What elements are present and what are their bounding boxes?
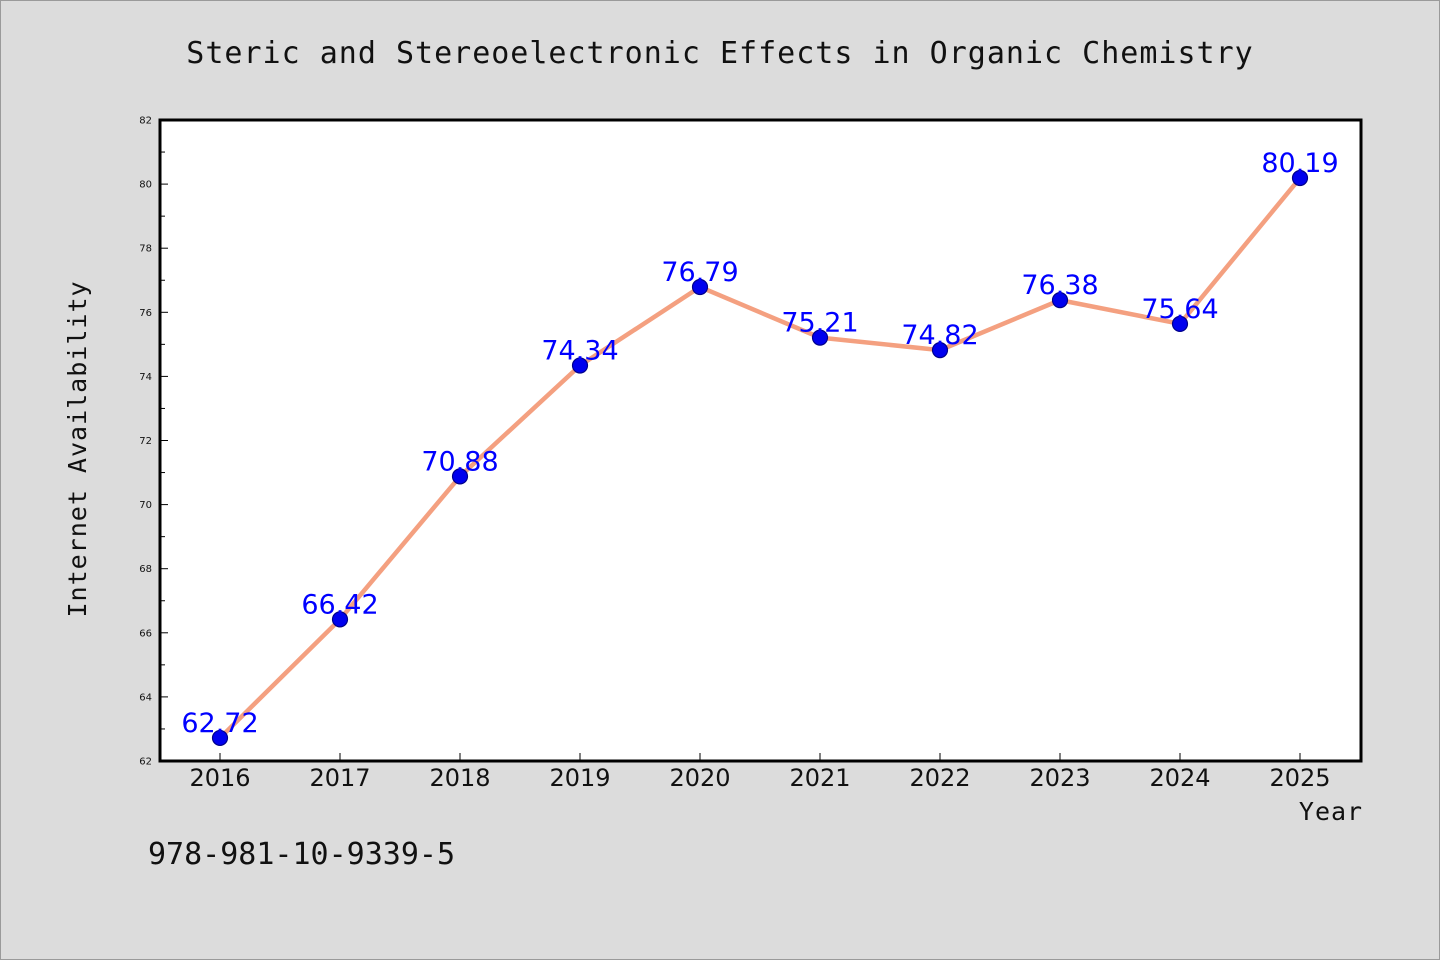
data-point xyxy=(691,278,709,296)
data-point xyxy=(931,342,949,359)
y-tick-label: 74 xyxy=(139,372,152,383)
y-tick-label: 76 xyxy=(139,308,152,319)
x-tick-label: 2023 xyxy=(1029,764,1090,792)
y-axis: 62 64 66 68 70 72 74 76 78 80 82 xyxy=(139,116,168,768)
x-tick-label: 2020 xyxy=(669,764,730,792)
y-axis-label: Internet Availability xyxy=(63,280,92,617)
data-labels-group: 62.72 66.42 70.88 74.34 76.79 75.21 74.82 76.38… xyxy=(181,148,1338,739)
data-point xyxy=(571,357,589,374)
y-tick-label: 68 xyxy=(139,564,152,575)
y-tick-label: 78 xyxy=(139,244,152,255)
data-label: 76.38 xyxy=(1021,270,1098,301)
x-tick-label: 2021 xyxy=(789,764,850,792)
data-point xyxy=(451,468,469,485)
data-point xyxy=(331,611,349,628)
y-tick-label: 64 xyxy=(139,692,152,703)
y-tick-label: 72 xyxy=(139,436,152,447)
series-line xyxy=(217,175,1303,741)
x-axis: 2016 2017 2018 2019 2020 2021 2022 2023 2024 2025 xyxy=(189,753,1331,792)
data-label: 66.42 xyxy=(301,589,378,620)
x-tick-label: 2025 xyxy=(1269,764,1330,792)
data-point xyxy=(1291,169,1309,187)
x-tick-label: 2022 xyxy=(909,764,970,792)
data-point xyxy=(1051,292,1069,309)
y-tick-label: 66 xyxy=(139,628,152,639)
y-tick-label: 80 xyxy=(139,180,152,191)
plot-area xyxy=(158,118,1363,763)
x-tick-label: 2018 xyxy=(429,764,490,792)
y-tick-label: 70 xyxy=(139,500,152,511)
x-tick-label: 2016 xyxy=(189,764,250,792)
y-tick-label: 62 xyxy=(139,757,152,768)
data-point xyxy=(1171,315,1189,332)
data-label: 70.88 xyxy=(421,446,498,477)
data-label: 74.34 xyxy=(541,336,618,367)
data-label: 80.19 xyxy=(1261,148,1338,179)
data-label: 76.79 xyxy=(661,257,738,288)
x-tick-label: 2017 xyxy=(309,764,370,792)
x-tick-label: 2019 xyxy=(549,764,610,792)
data-label: 62.72 xyxy=(181,708,258,739)
data-point xyxy=(211,729,229,747)
data-label: 75.64 xyxy=(1141,294,1218,325)
series-line-group xyxy=(211,169,1309,747)
y-tick-label: 82 xyxy=(139,116,152,127)
data-point xyxy=(811,329,829,346)
data-label: 74.82 xyxy=(901,320,978,351)
isbn-text: 978-981-10-9339-5 xyxy=(148,837,455,872)
data-label: 75.21 xyxy=(781,308,858,339)
x-axis-label: Year xyxy=(1299,797,1363,826)
chart-title: Steric and Stereoelectronic Effects in O… xyxy=(186,36,1253,71)
x-tick-label: 2024 xyxy=(1149,764,1210,792)
